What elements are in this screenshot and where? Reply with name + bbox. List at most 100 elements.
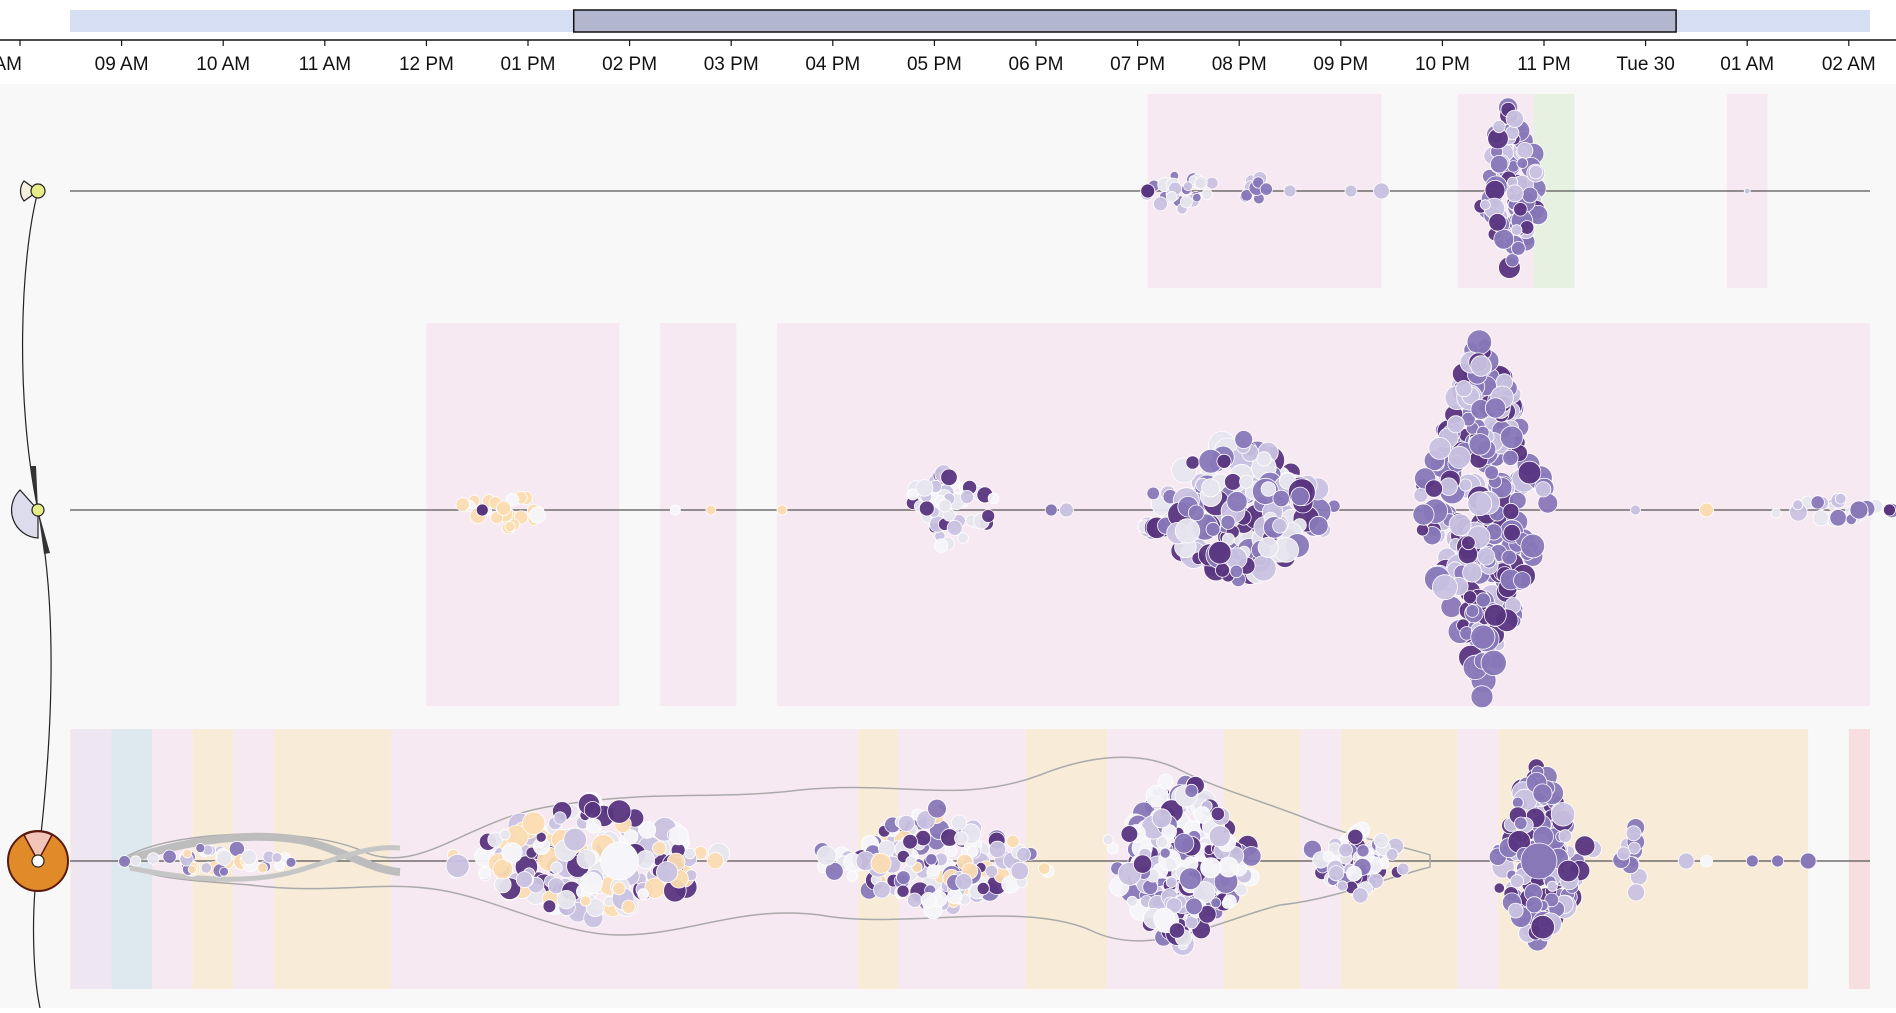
event-dot[interactable] <box>1218 856 1239 878</box>
event-dot[interactable] <box>256 862 268 874</box>
event-dot[interactable] <box>816 845 837 866</box>
event-dot[interactable] <box>896 884 910 898</box>
event-dot[interactable] <box>607 799 632 824</box>
event-dot[interactable] <box>684 847 696 860</box>
event-dot[interactable] <box>1208 825 1231 848</box>
event-dot[interactable] <box>1200 857 1222 879</box>
event-dot[interactable] <box>1179 867 1202 890</box>
event-dot[interactable] <box>1484 465 1499 480</box>
event-dot[interactable] <box>1530 914 1555 940</box>
event-dot[interactable] <box>906 892 923 908</box>
event-dot[interactable] <box>1272 518 1288 534</box>
event-dot[interactable] <box>580 895 592 907</box>
event-dot[interactable] <box>583 801 602 819</box>
event-dot[interactable] <box>285 857 297 868</box>
event-dot[interactable] <box>1044 503 1058 517</box>
row-2-glyph[interactable] <box>10 466 50 554</box>
event-dot[interactable] <box>1336 880 1349 892</box>
event-dot[interactable] <box>499 829 511 841</box>
event-dot[interactable] <box>637 888 649 900</box>
event-dot[interactable] <box>1510 224 1523 236</box>
event-dot[interactable] <box>495 500 512 516</box>
event-dot[interactable] <box>1194 176 1208 190</box>
event-dot[interactable] <box>118 855 131 868</box>
event-dot[interactable] <box>915 479 934 497</box>
event-dot[interactable] <box>1328 865 1345 882</box>
event-dot[interactable] <box>1140 183 1156 199</box>
event-dot[interactable] <box>529 506 546 524</box>
event-dot[interactable] <box>556 889 576 910</box>
event-dot[interactable] <box>1528 164 1544 180</box>
event-dot[interactable] <box>535 831 547 843</box>
event-dot[interactable] <box>1557 859 1580 883</box>
event-dot[interactable] <box>621 899 636 914</box>
event-dot[interactable] <box>563 827 587 852</box>
event-dot[interactable] <box>195 843 206 854</box>
minimap-brush-window[interactable] <box>572 9 1677 33</box>
event-dot[interactable] <box>1505 109 1524 128</box>
event-dot[interactable] <box>1038 862 1051 875</box>
event-dot[interactable] <box>1126 895 1138 908</box>
event-dot[interactable] <box>1770 507 1782 519</box>
event-dot[interactable] <box>846 870 859 882</box>
event-dot[interactable] <box>1290 486 1310 507</box>
event-dot[interactable] <box>898 814 916 832</box>
event-dot[interactable] <box>1010 861 1030 881</box>
event-dot[interactable] <box>1184 783 1199 798</box>
event-dot[interactable] <box>1488 213 1507 232</box>
event-dot[interactable] <box>1627 883 1646 902</box>
event-dot[interactable] <box>501 842 523 864</box>
event-dot[interactable] <box>1447 445 1471 469</box>
event-dot[interactable] <box>1210 897 1222 909</box>
event-dot[interactable] <box>656 861 679 884</box>
event-dot[interactable] <box>1153 196 1168 212</box>
event-dot[interactable] <box>1221 897 1233 909</box>
event-dot[interactable] <box>1535 481 1552 498</box>
event-dot[interactable] <box>1699 502 1714 518</box>
event-dot[interactable] <box>946 520 963 536</box>
event-dot[interactable] <box>1812 509 1830 527</box>
event-dot[interactable] <box>706 852 724 870</box>
event-dot[interactable] <box>1198 904 1217 924</box>
event-dot[interactable] <box>1346 865 1362 882</box>
event-dot[interactable] <box>1185 897 1203 916</box>
event-dot[interactable] <box>1448 513 1472 537</box>
event-dot[interactable] <box>162 849 177 864</box>
event-dot[interactable] <box>600 841 639 881</box>
event-dot[interactable] <box>1166 897 1183 914</box>
event-dot[interactable] <box>951 814 968 831</box>
event-dot[interactable] <box>216 850 233 867</box>
event-dot[interactable] <box>130 855 142 867</box>
event-dot[interactable] <box>1201 188 1213 201</box>
event-dot[interactable] <box>492 858 514 880</box>
event-dot[interactable] <box>455 497 470 512</box>
event-dot[interactable] <box>1520 842 1558 880</box>
event-dot[interactable] <box>947 888 963 905</box>
event-dot[interactable] <box>1180 195 1193 209</box>
event-dot[interactable] <box>240 849 257 866</box>
event-dot[interactable] <box>944 844 958 858</box>
event-dot[interactable] <box>1428 436 1452 460</box>
event-dot[interactable] <box>918 500 935 517</box>
event-dot[interactable] <box>1165 876 1178 888</box>
event-dot[interactable] <box>1516 141 1534 159</box>
event-dot[interactable] <box>1480 649 1507 677</box>
event-dot[interactable] <box>1272 489 1290 508</box>
event-dot[interactable] <box>1461 535 1476 551</box>
event-dot[interactable] <box>1165 191 1178 203</box>
event-dot[interactable] <box>1259 182 1273 196</box>
event-dot[interactable] <box>1174 518 1201 544</box>
event-dot[interactable] <box>271 852 283 863</box>
event-dot[interactable] <box>579 871 603 895</box>
event-dot[interactable] <box>445 853 470 878</box>
event-dot[interactable] <box>1520 533 1545 559</box>
event-dot[interactable] <box>1513 202 1528 217</box>
event-dot[interactable] <box>926 864 940 877</box>
event-dot[interactable] <box>1188 504 1205 522</box>
event-dot[interactable] <box>1517 460 1542 485</box>
event-dot[interactable] <box>1016 847 1031 862</box>
event-dot[interactable] <box>1467 491 1493 517</box>
event-dot[interactable] <box>586 818 602 834</box>
event-dot[interactable] <box>902 833 918 850</box>
event-dot[interactable] <box>1616 846 1631 861</box>
